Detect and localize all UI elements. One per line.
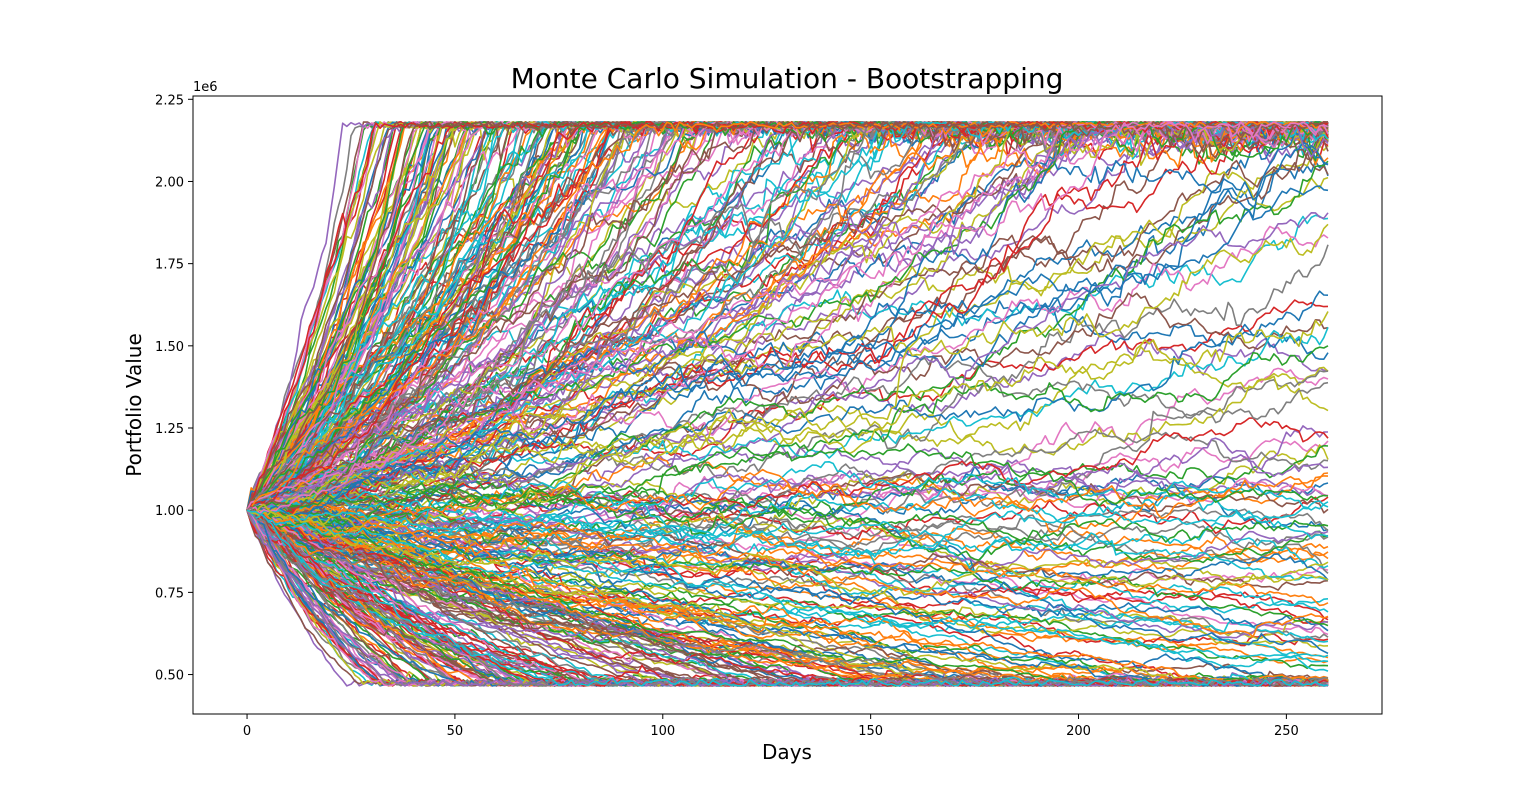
x-tick-label: 150 [858,724,883,739]
y-axis-label: Portfolio Value [122,333,146,477]
series-line [246,327,1329,515]
series-line [246,485,1329,562]
series-line [246,509,1329,663]
series-line [246,128,1329,521]
y-tick-label: 2.00 [155,175,184,190]
series-line [246,506,1329,572]
x-tick-label: 200 [1066,724,1091,739]
plot-frame [192,95,1383,715]
series-line [246,468,1329,521]
series-line [246,121,1329,516]
x-tick-label: 50 [447,724,464,739]
series-line [246,509,1329,687]
y-tick-label: 1.50 [155,340,184,355]
y-tick-label: 1.75 [155,258,184,273]
series-layer [246,121,1329,687]
y-tick-label: 2.25 [155,93,184,108]
series-line [247,311,1329,530]
series-line [246,490,1329,581]
series-line [246,480,1329,540]
series-line [246,223,1329,516]
series-line [246,495,1329,574]
series-line [246,501,1329,639]
series-line [246,185,1329,517]
x-tick-label: 0 [243,724,251,739]
series-line [246,509,1329,607]
series-line [246,473,1329,564]
series-line [246,509,1329,687]
series-line [246,503,1329,596]
series-line [246,121,1329,514]
series-line [246,121,1329,511]
series-line [246,509,1329,655]
y-tick-label: 0.75 [155,586,184,601]
series-line [246,133,1329,511]
series-line [246,443,1329,511]
series-line [246,121,1329,515]
series-line [246,346,1329,511]
y-tick-label: 0.50 [155,669,184,684]
x-axis-label: Days [762,740,812,764]
series-line [246,141,1329,516]
series-line [246,503,1329,638]
series-line [246,506,1328,687]
series-line [246,121,1329,511]
series-line [246,509,1329,686]
y-axis: 0.50 0.75 1.00 1.25 1.50 1.75 2.00 2.25 [155,93,193,684]
series-line [246,428,1329,511]
series-line [246,509,1329,683]
series-line [246,212,1329,511]
series-line [246,121,1329,512]
series-line [246,375,1329,517]
y-tick-label: 1.00 [155,504,184,519]
y-tick-label: 1.25 [155,422,184,437]
series-line [246,356,1329,512]
x-axis: 0 50 100 150 200 250 [243,714,1299,739]
series-line [246,122,1329,512]
chart-title: Monte Carlo Simulation - Bootstrapping [511,62,1064,95]
y-offset-label: 1e6 [193,80,218,95]
x-tick-label: 250 [1274,724,1299,739]
series-line [246,503,1329,559]
x-tick-label: 100 [650,724,675,739]
series-line [246,505,1329,687]
series-line [246,509,1329,581]
